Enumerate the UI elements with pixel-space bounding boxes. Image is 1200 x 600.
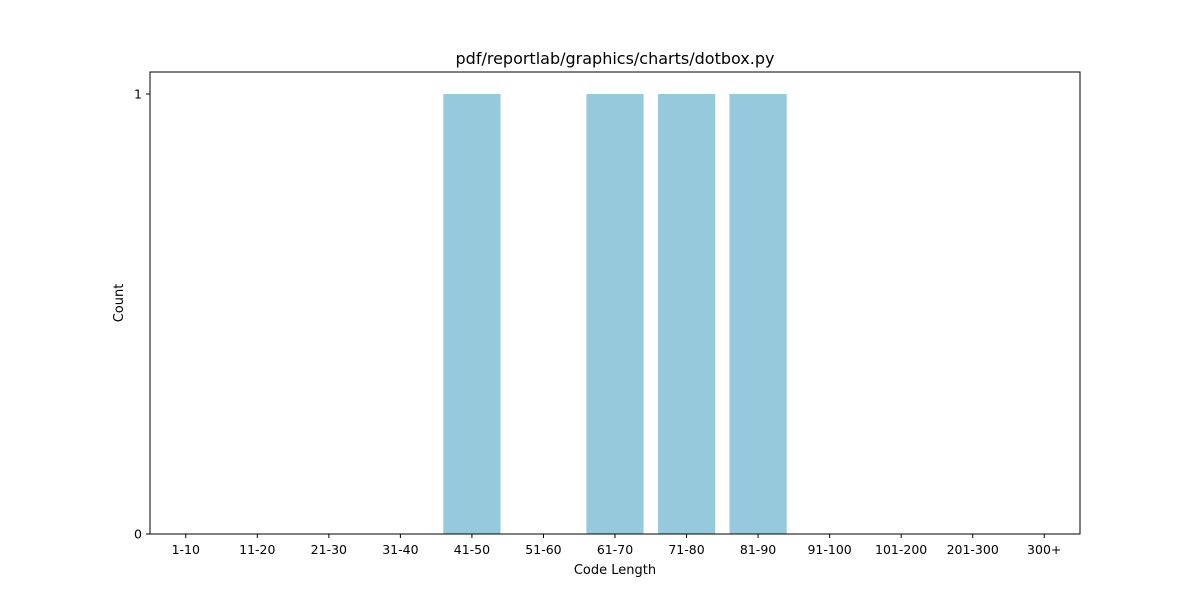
x-axis-ticks: 1-10 11-20 21-30 31-40 41-50 51-60 61-70 71-80 8…	[172, 534, 1061, 557]
y-tick-label: 1	[134, 87, 142, 102]
bar-61-70	[586, 94, 644, 534]
chart-title: pdf/reportlab/graphics/charts/dotbox.py	[456, 49, 775, 68]
x-tick-label: 21-30	[311, 542, 347, 557]
plot-frame	[149, 71, 1081, 535]
x-tick-label: 31-40	[382, 542, 418, 557]
x-tick-label: 61-70	[597, 542, 633, 557]
y-axis-label: Count	[112, 284, 127, 323]
x-tick-label: 81-90	[740, 542, 776, 557]
bars-group	[443, 94, 787, 534]
y-tick-label: 0	[134, 527, 142, 542]
x-tick-label: 1-10	[172, 542, 200, 557]
x-tick-label: 11-20	[239, 542, 275, 557]
x-axis-label: Code Length	[574, 563, 656, 578]
x-tick-label: 101-200	[875, 542, 927, 557]
x-tick-label: 201-300	[947, 542, 999, 557]
x-tick-label: 51-60	[525, 542, 561, 557]
x-tick-label: 41-50	[454, 542, 490, 557]
y-axis-ticks: 01	[134, 87, 150, 542]
bar-41-50	[443, 94, 501, 534]
x-tick-label: 71-80	[668, 542, 704, 557]
bar-71-80	[657, 94, 716, 534]
x-tick-label: 300+	[1027, 542, 1061, 557]
x-tick-label: 91-100	[807, 542, 851, 557]
bar-81-90	[729, 94, 787, 534]
